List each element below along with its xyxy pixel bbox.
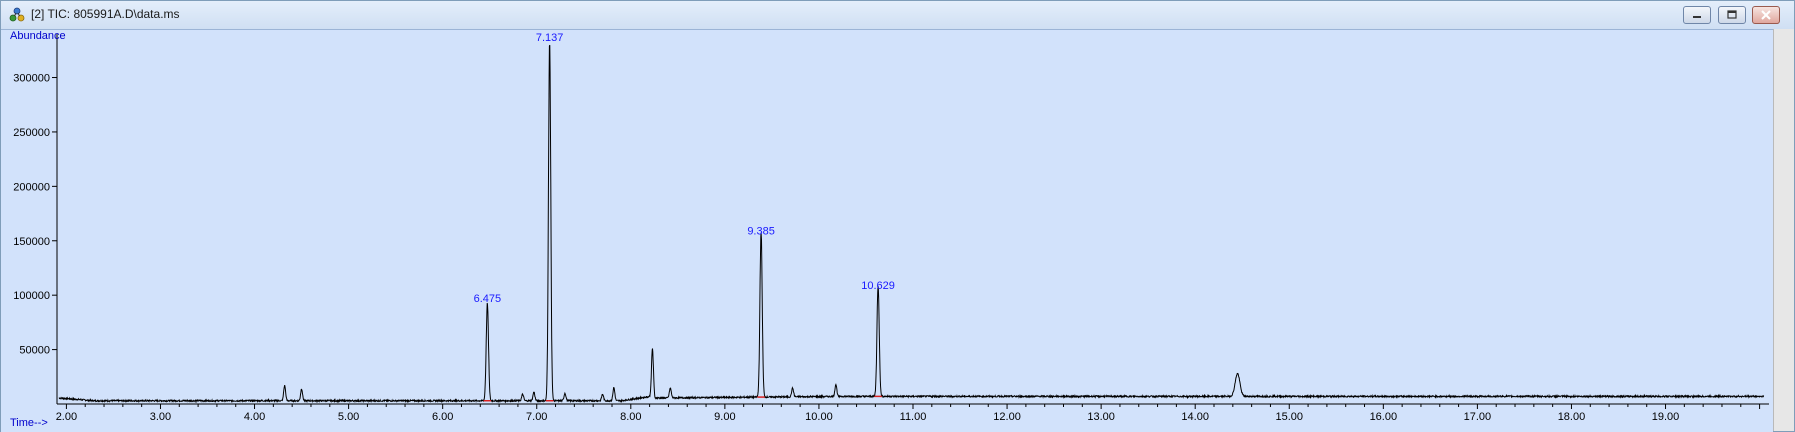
tic-trace bbox=[59, 45, 1764, 401]
x-tick-label: 17.00 bbox=[1464, 411, 1492, 423]
title-bar[interactable]: [2] TIC: 805991A.D\data.ms bbox=[1, 1, 1794, 30]
x-tick-label: 13.00 bbox=[1087, 411, 1115, 423]
y-tick-label: 100000 bbox=[13, 290, 50, 302]
x-tick-label: 11.00 bbox=[900, 411, 927, 423]
close-button[interactable] bbox=[1752, 6, 1780, 24]
x-tick-label: 5.00 bbox=[338, 411, 359, 423]
x-tick-label: 15.00 bbox=[1275, 411, 1303, 423]
x-tick-label: 8.00 bbox=[620, 411, 641, 423]
peak-labels: 6.475 7.137 9.385 10.629 bbox=[474, 32, 895, 305]
y-tick-label: 300000 bbox=[13, 73, 50, 85]
peak-label[interactable]: 9.385 bbox=[747, 226, 775, 238]
side-scroll-strip[interactable] bbox=[1773, 29, 1794, 431]
restore-button[interactable] bbox=[1718, 6, 1746, 24]
x-tick-label: 3.00 bbox=[150, 411, 171, 423]
x-tick-label: 14.00 bbox=[1181, 411, 1209, 423]
x-tick-label: 4.00 bbox=[244, 411, 265, 423]
y-tick-label: 150000 bbox=[13, 236, 50, 248]
peak-label[interactable]: 6.475 bbox=[474, 293, 502, 305]
axes bbox=[57, 34, 1769, 404]
molecule-icon bbox=[9, 7, 25, 23]
y-tick-label: 250000 bbox=[13, 127, 50, 139]
peak-label[interactable]: 10.629 bbox=[861, 280, 895, 292]
x-tick-label: 10.00 bbox=[805, 411, 833, 423]
y-axis-label: Abundance bbox=[10, 30, 66, 42]
x-tick-label: 12.00 bbox=[993, 411, 1021, 423]
x-tick-label: 7.00 bbox=[526, 411, 547, 423]
x-ticks: 2.00 3.00 4.00 5.00 6.00 7.00 8.00 9.00 10.00 11.… bbox=[56, 404, 1760, 423]
y-tick-label: 200000 bbox=[13, 181, 50, 193]
x-tick-label: 16.00 bbox=[1370, 411, 1398, 423]
restore-icon bbox=[1719, 7, 1745, 23]
x-tick-label: 18.00 bbox=[1558, 411, 1586, 423]
window-controls bbox=[1681, 6, 1780, 24]
y-tick-label: 50000 bbox=[19, 345, 50, 357]
chromatogram-chart[interactable]: Abundance Time--> 50000 100000 150000 20000… bbox=[1, 30, 1773, 430]
minimize-button[interactable] bbox=[1683, 6, 1711, 24]
x-tick-label: 2.00 bbox=[56, 411, 77, 423]
x-tick-label: 19.00 bbox=[1652, 411, 1680, 423]
peak-label[interactable]: 7.137 bbox=[536, 32, 564, 44]
y-ticks: 50000 100000 150000 200000 250000 300000 bbox=[13, 73, 57, 357]
x-axis-label: Time--> bbox=[10, 417, 48, 429]
x-tick-label: 6.00 bbox=[432, 411, 453, 423]
window-title: [2] TIC: 805991A.D\data.ms bbox=[31, 7, 180, 21]
minimize-icon bbox=[1684, 7, 1710, 23]
x-tick-label: 9.00 bbox=[714, 411, 735, 423]
close-icon bbox=[1753, 7, 1779, 23]
